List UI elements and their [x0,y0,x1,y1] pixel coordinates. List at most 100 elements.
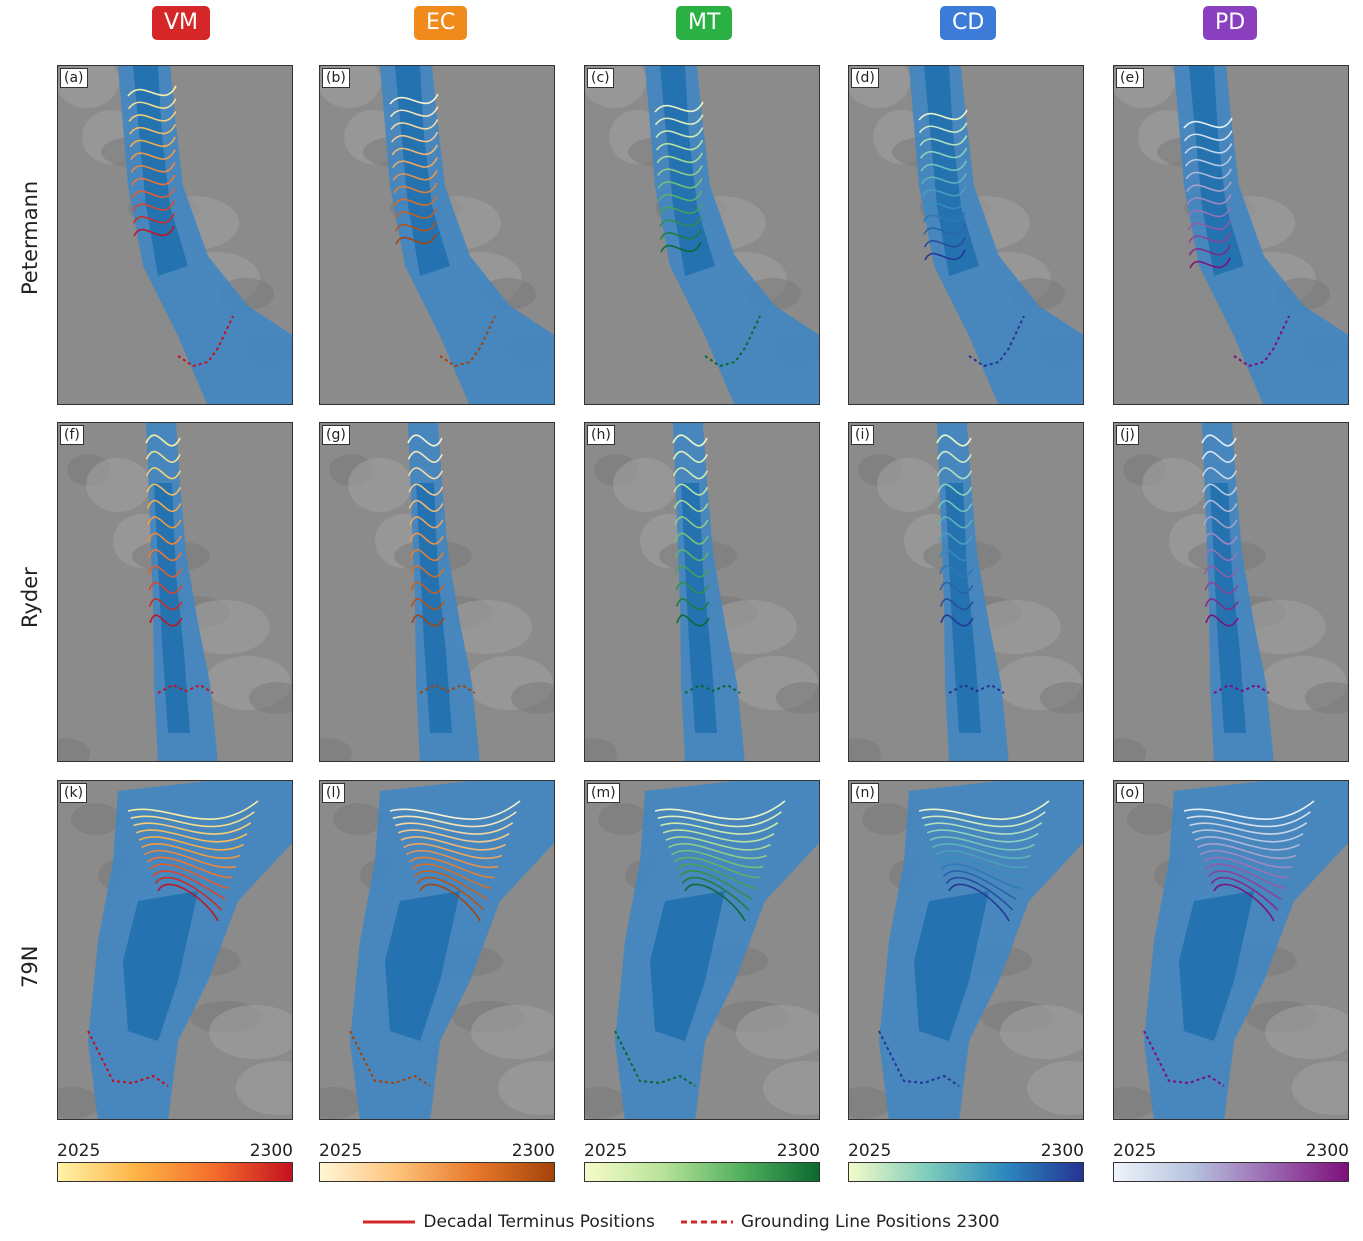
terrain-patch [348,458,412,512]
terminus-line [392,811,517,828]
terrain-patch [86,458,150,512]
terminus-line [408,856,495,879]
terminus-line [409,549,444,562]
terminus-line [1205,863,1286,890]
terminus-line [681,876,750,911]
terminus-line [393,182,438,194]
terminus-line [400,836,506,851]
terrain-patch [249,682,292,714]
terrain-patch [1265,1005,1348,1059]
colorbar: 2025 2300 [57,1140,293,1182]
map-svg [320,423,554,761]
terminus-line [939,581,974,594]
dashed-line-icon [680,1220,733,1224]
terminus-line [655,127,704,138]
terminus-line [395,233,437,245]
grounding-line [684,683,741,694]
terminus-line [659,216,703,227]
terminus-line [923,236,966,248]
terminus-line [133,822,252,835]
grounding-line [439,315,496,368]
legend-terminus-label: Decadal Terminus Positions [423,1212,655,1232]
terminus-line [389,93,439,105]
terminus-line [1187,206,1232,218]
terminus-line [659,228,702,240]
terminus-line [1186,811,1311,828]
colorbar-end-label: 2300 [776,1141,820,1161]
column-header-pd: PD [1203,6,1258,40]
grounding-line [177,315,234,368]
terrain-patch [849,738,881,761]
terrain-patch [209,1005,292,1059]
panel-label: (e) [1116,68,1144,88]
deep-water [1179,891,1254,1041]
terrain-patch [471,1005,554,1059]
grounding-line [614,1030,696,1087]
panel-label: (h) [587,425,615,445]
terminus-line [940,614,974,627]
panel-label: (d) [851,68,879,88]
terminus-line [675,598,710,611]
terminus-line [939,598,974,611]
map-panel: (j) [1113,422,1349,762]
grounding-line [968,315,1025,368]
terminus-line [1201,450,1237,463]
deep-water [924,66,979,276]
map-panel: (a) [57,65,293,405]
colorbar-end-label: 2300 [511,1141,555,1161]
terminus-line [1205,614,1239,627]
terrain-patch [58,738,90,761]
terminus-line [654,114,704,126]
terminus-line [1188,244,1231,256]
terminus-line [128,123,177,135]
map-svg [1114,66,1348,404]
terminus-line [407,434,443,447]
terminus-line [674,532,709,545]
deep-water [660,66,715,276]
terrain-patch [1027,1061,1083,1115]
terminus-line [1197,843,1297,860]
map-panel: (b) [319,65,555,405]
terminus-line [678,870,753,900]
terminus-line [157,883,219,922]
terrain-patch [333,803,383,835]
panel-label: (f) [60,425,84,445]
terminus-line [145,434,181,447]
panel-label: (l) [322,783,345,803]
terrain-patch [1142,458,1206,512]
terminus-line [148,581,183,594]
map-panel: (e) [1113,65,1349,405]
deep-water [154,483,190,733]
map-panel: (m) [584,780,820,1120]
colorbar-start-label: 2025 [319,1141,363,1161]
terminus-line [154,876,223,911]
terminus-line [133,225,175,237]
colorbar-start-label: 2025 [848,1141,892,1161]
terminus-line [135,829,248,843]
terminus-line [673,499,709,512]
terminus-line [392,157,438,169]
row-label-79n: 79N [18,945,42,988]
terminus-line [937,499,973,512]
terminus-line [1201,467,1238,480]
map-svg [320,66,554,404]
terminus-line [1184,143,1233,154]
terminus-line [129,136,176,148]
deep-water [416,483,452,733]
terminus-line [138,836,244,851]
terminus-line [922,198,967,210]
terminus-line [1189,257,1231,269]
terminus-line [147,549,182,562]
terminus-line [394,208,438,219]
deep-water [385,891,460,1041]
map-panel: (k) [57,780,293,1120]
map-panel: (d) [848,65,1084,405]
terminus-line [920,160,967,172]
terminus-line [670,849,764,869]
terminus-line [932,843,1032,860]
panel-label: (o) [1116,783,1144,803]
terminus-line [148,565,183,578]
terminus-line [131,174,176,186]
terminus-line [127,85,177,97]
terminus-line [132,212,175,224]
